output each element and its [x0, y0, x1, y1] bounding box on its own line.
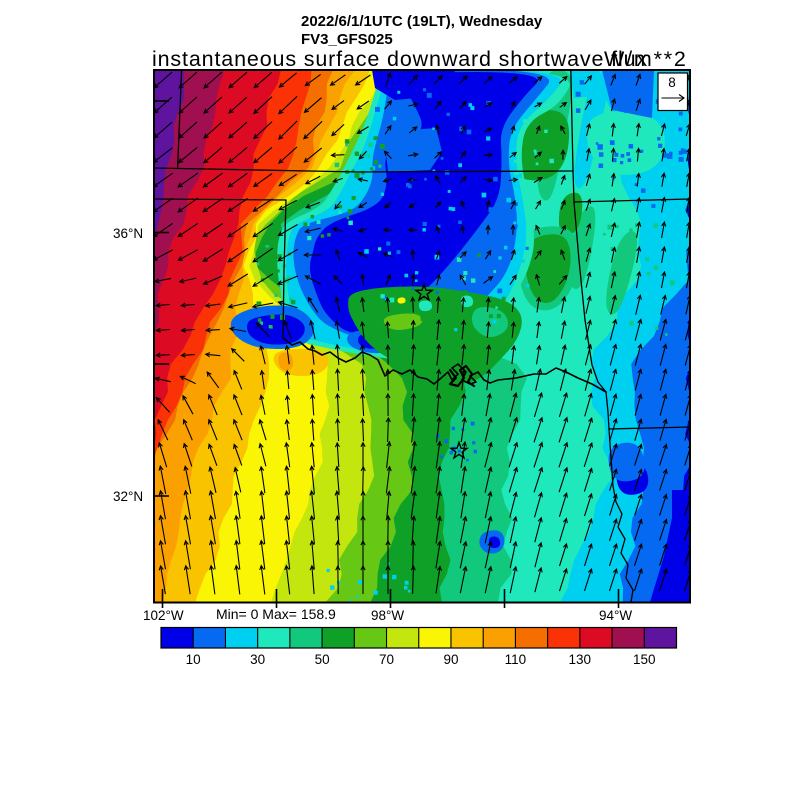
- svg-text:130: 130: [569, 652, 592, 667]
- svg-text:8: 8: [668, 75, 676, 90]
- svg-text:50: 50: [315, 652, 330, 667]
- svg-text:90: 90: [443, 652, 458, 667]
- svg-text:30: 30: [250, 652, 265, 667]
- svg-text:10: 10: [186, 652, 201, 667]
- svg-text:110: 110: [505, 652, 527, 667]
- svg-text:70: 70: [379, 652, 394, 667]
- svg-text:150: 150: [633, 652, 656, 667]
